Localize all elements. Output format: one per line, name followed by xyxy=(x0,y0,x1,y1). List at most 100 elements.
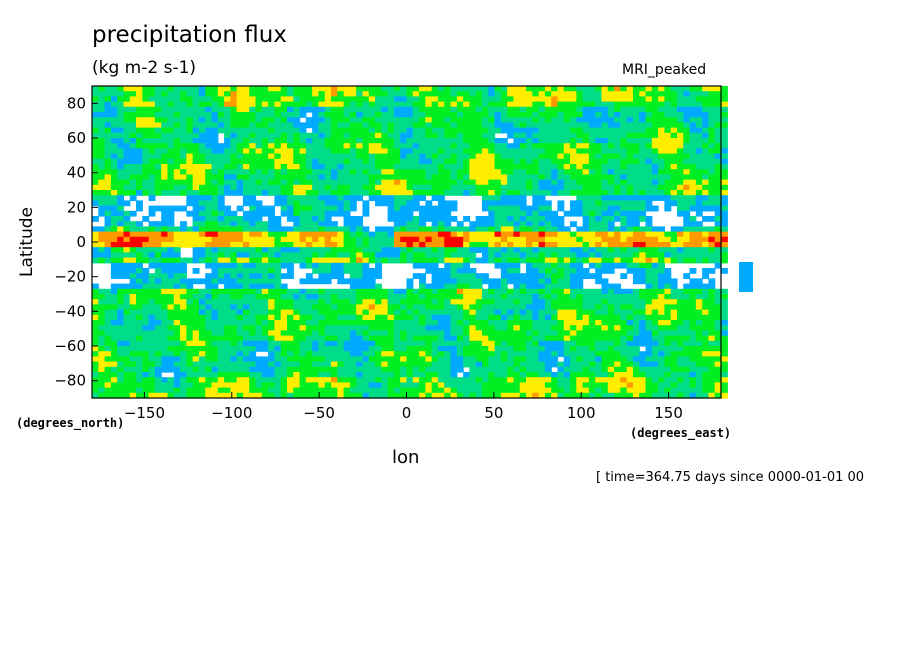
field-cell xyxy=(412,346,420,352)
field-cell xyxy=(588,143,596,149)
field-cell xyxy=(551,169,559,175)
field-cell xyxy=(154,101,162,108)
field-cell xyxy=(180,205,187,212)
field-cell xyxy=(167,158,175,165)
field-cell xyxy=(356,169,364,175)
field-cell xyxy=(494,288,502,295)
field-cell xyxy=(494,122,502,129)
field-cell xyxy=(551,351,559,357)
field-cell xyxy=(117,153,125,160)
field-cell xyxy=(375,283,382,290)
field-cell xyxy=(607,330,615,337)
field-cell xyxy=(224,242,231,248)
field-cell xyxy=(268,325,276,331)
field-cell xyxy=(299,236,307,243)
field-cell xyxy=(475,190,483,196)
field-cell xyxy=(104,340,112,347)
field-cell xyxy=(305,96,313,103)
field-cell xyxy=(387,304,395,311)
field-cell xyxy=(538,148,546,155)
field-cell xyxy=(312,356,320,363)
field-cell xyxy=(186,106,194,113)
field-cell xyxy=(217,257,225,264)
field-cell xyxy=(519,101,527,108)
field-cell xyxy=(98,335,106,342)
field-cell xyxy=(343,314,351,321)
field-cell xyxy=(695,304,703,311)
field-cell xyxy=(526,221,533,227)
field-cell xyxy=(305,294,313,300)
field-cell xyxy=(425,179,433,186)
field-cell xyxy=(293,335,301,342)
field-cell xyxy=(205,96,213,103)
field-cell xyxy=(406,340,414,347)
field-cell xyxy=(261,262,269,269)
field-cell xyxy=(192,91,200,97)
field-cell xyxy=(488,138,496,144)
field-cell xyxy=(198,226,206,233)
field-cell xyxy=(664,309,672,316)
field-cell xyxy=(318,262,326,269)
field-cell xyxy=(280,190,288,196)
field-cell xyxy=(670,195,678,201)
field-cell xyxy=(419,351,426,357)
field-cell xyxy=(356,320,364,326)
field-cell xyxy=(513,96,521,103)
field-cell xyxy=(98,304,106,311)
field-cell xyxy=(519,179,527,186)
field-cell xyxy=(406,122,414,129)
field-cell xyxy=(117,164,125,170)
field-cell xyxy=(293,242,301,248)
field-cell xyxy=(268,257,276,264)
field-cell xyxy=(110,335,118,342)
field-cell xyxy=(588,200,596,207)
field-cell xyxy=(274,351,282,357)
field-cell xyxy=(274,330,282,337)
field-cell xyxy=(261,252,269,259)
field-cell xyxy=(714,96,722,103)
field-cell xyxy=(412,179,420,186)
field-cell xyxy=(123,200,131,207)
field-cell xyxy=(299,231,307,238)
field-cell xyxy=(261,106,269,113)
field-cell xyxy=(500,200,508,207)
field-cell xyxy=(513,231,521,238)
field-cell xyxy=(419,325,426,331)
field-cell xyxy=(148,325,156,331)
field-cell xyxy=(305,143,313,149)
field-cell xyxy=(614,320,621,326)
field-cell xyxy=(349,153,357,160)
field-cell xyxy=(205,236,213,243)
field-cell xyxy=(393,236,401,243)
field-cell xyxy=(299,205,307,212)
field-cell xyxy=(136,143,143,149)
field-cell xyxy=(274,299,282,305)
field-cell xyxy=(148,184,156,191)
field-cell xyxy=(324,148,332,155)
field-cell xyxy=(337,273,345,279)
field-cell xyxy=(148,96,156,103)
field-cell xyxy=(154,252,162,259)
field-cell xyxy=(117,190,125,196)
field-cell xyxy=(211,122,219,129)
field-cell xyxy=(532,205,540,212)
field-cell xyxy=(651,247,659,253)
field-cell xyxy=(331,96,338,103)
field-cell xyxy=(375,252,382,259)
field-cell xyxy=(526,153,533,160)
field-cell xyxy=(104,174,112,181)
field-cell xyxy=(92,351,99,357)
field-cell xyxy=(117,158,125,165)
field-cell xyxy=(255,320,263,326)
field-cell xyxy=(601,96,609,103)
field-cell xyxy=(639,138,647,144)
field-cell xyxy=(167,174,175,181)
field-cell xyxy=(242,231,250,238)
field-cell xyxy=(714,340,722,347)
field-cell xyxy=(110,190,118,196)
field-cell xyxy=(92,252,99,259)
field-cell xyxy=(324,273,332,279)
field-cell xyxy=(695,278,703,285)
field-cell xyxy=(475,86,483,92)
field-cell xyxy=(318,242,326,248)
